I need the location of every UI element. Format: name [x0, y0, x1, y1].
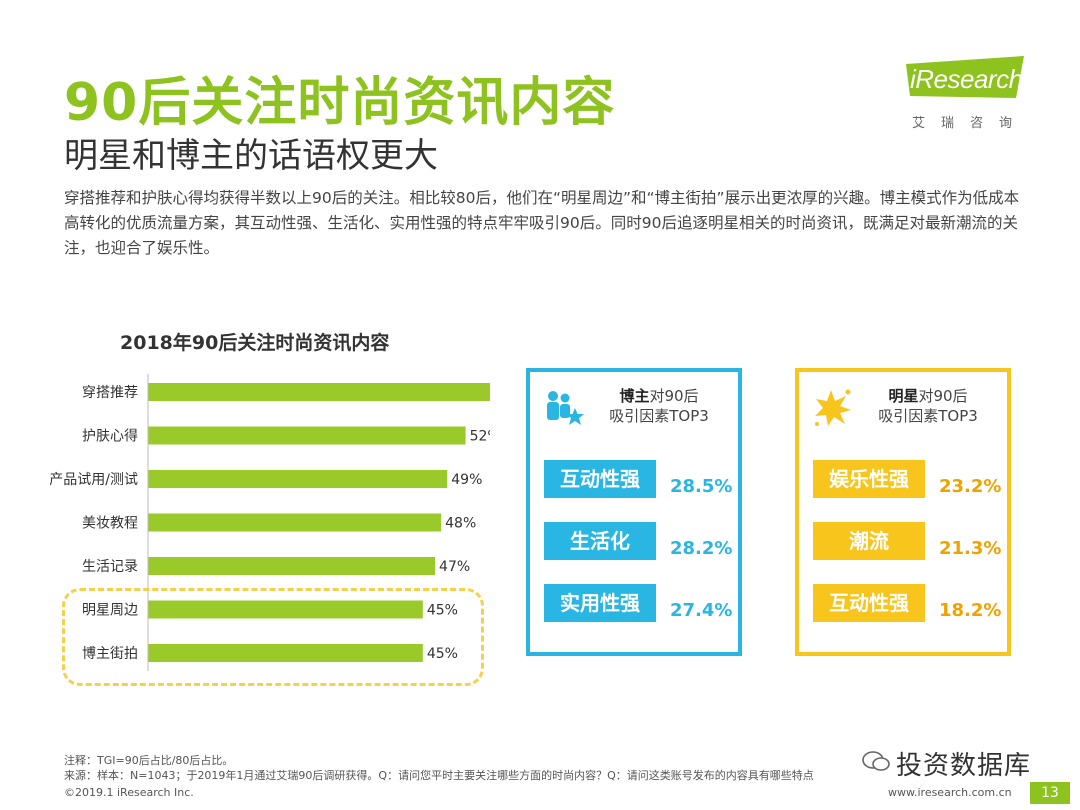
footnote-definition: 注释：TGI=90后占比/80后占比。 — [64, 752, 233, 768]
category-label: 美妆教程 — [82, 516, 138, 532]
blogger-factors-panel: 博主对90后 吸引因素TOP3 互动性强 28.5% 生活化 28.2% 实用性… — [526, 368, 742, 656]
panel-heading-rest: 对90后 — [918, 387, 967, 405]
category-label: 穿搭推荐 — [82, 385, 138, 401]
data-label: 48% — [445, 516, 476, 532]
factor-label: 娱乐性强 — [813, 460, 925, 498]
factor-label: 互动性强 — [544, 460, 656, 498]
factor-value: 27.4% — [670, 592, 740, 630]
factor-value: 21.3% — [939, 530, 1009, 568]
website-link[interactable]: www.iresearch.com.cn — [888, 786, 1012, 799]
intro-paragraph: 穿搭推荐和护肤心得均获得半数以上90后的关注。相比较80后，他们在“明星周边”和… — [64, 186, 1034, 261]
factor-label: 生活化 — [544, 522, 656, 560]
logo-wordmark: iResearch — [910, 64, 1023, 95]
panel-heading-rest: 对90后 — [649, 387, 698, 405]
page-subtitle: 明星和博主的话语权更大 — [64, 128, 438, 177]
factor-value: 23.2% — [939, 468, 1009, 506]
factor-label: 实用性强 — [544, 584, 656, 622]
category-label: 生活记录 — [82, 559, 138, 575]
bar — [148, 470, 447, 488]
panel-heading-line2: 吸引因素TOP3 — [878, 407, 978, 425]
bar — [148, 514, 441, 532]
people-star-icon — [544, 388, 584, 428]
factor-value: 28.2% — [670, 530, 740, 568]
panel-heading-bold: 博主 — [619, 387, 649, 405]
highlight-dashed-box — [62, 588, 484, 686]
factor-value: 28.5% — [670, 468, 740, 506]
burst-star-icon — [813, 388, 853, 428]
wechat-icon — [862, 750, 890, 772]
factor-label: 互动性强 — [813, 584, 925, 622]
logo-text: iResearch — [910, 64, 1023, 94]
chart-title: 2018年90后关注时尚资讯内容 — [120, 328, 389, 355]
category-label: 产品试用/测试 — [50, 472, 138, 488]
star-panel-heading: 明星对90后 吸引因素TOP3 — [853, 386, 1003, 426]
category-label: 护肤心得 — [82, 428, 138, 445]
page-title: 90后关注时尚资讯内容 — [64, 60, 615, 135]
star-factors-panel: 明星对90后 吸引因素TOP3 娱乐性强 23.2% 潮流 21.3% 互动性强… — [795, 368, 1011, 656]
data-label: 49% — [451, 472, 482, 488]
factor-label: 潮流 — [813, 522, 925, 560]
bar — [148, 427, 466, 445]
data-label: 52% — [470, 429, 490, 445]
bar — [148, 383, 490, 401]
footnote-source: 来源：样本：N=1043；于2019年1月通过艾瑞90后调研获得。Q：请问您平时… — [64, 767, 814, 783]
panel-heading-bold: 明星 — [888, 387, 918, 405]
factor-value: 18.2% — [939, 592, 1009, 630]
copyright: ©2019.1 iResearch Inc. — [64, 786, 194, 799]
panel-heading-line2: 吸引因素TOP3 — [609, 407, 709, 425]
iresearch-logo: iResearch 艾瑞咨询 — [906, 56, 1036, 136]
blogger-panel-heading: 博主对90后 吸引因素TOP3 — [584, 386, 734, 426]
page-number: 13 — [1030, 782, 1070, 804]
logo-cn: 艾瑞咨询 — [912, 112, 1028, 131]
wechat-watermark: 投资数据库 — [896, 745, 1031, 782]
data-label: 47% — [439, 559, 470, 575]
bar — [148, 557, 435, 575]
